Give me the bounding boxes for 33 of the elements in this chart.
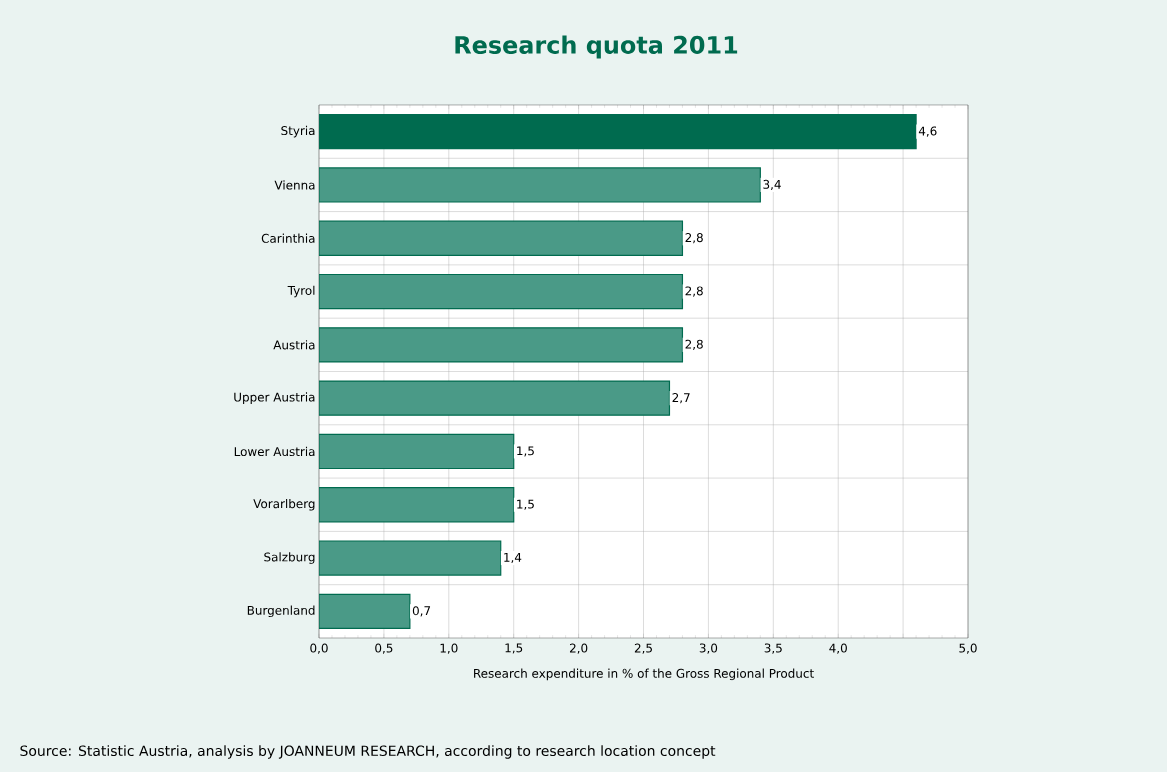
data-label: 0,7 (412, 606, 431, 617)
x-tick-label: 1,5 (505, 643, 523, 654)
x-tick-label: 1,0 (440, 643, 458, 654)
y-tick-label: Styria (281, 125, 315, 138)
x-tick-label: 4,0 (829, 643, 847, 654)
x-tick-label: 2,5 (634, 643, 652, 654)
y-tick-label: Vienna (274, 180, 315, 190)
data-label: 1,5 (517, 499, 534, 510)
x-tick-label: 2,0 (569, 643, 588, 654)
chart-title: Research quota 2011 (455, 35, 738, 59)
x-tick-label: 0,5 (375, 643, 393, 654)
x-axis-title: Research expenditure in % of the Gross Regional Product (474, 668, 814, 681)
data-label: 2,8 (685, 339, 703, 350)
data-label: 1,5 (517, 446, 534, 457)
data-label: 3,4 (763, 179, 781, 191)
y-tick-label: Carinthia (261, 233, 315, 243)
data-label: 2,8 (685, 286, 703, 297)
x-tick-label: 5,0 (959, 643, 977, 654)
x-tick-label: 3,5 (764, 643, 782, 654)
y-tick-label: Salzburg (264, 552, 315, 564)
y-tick-label: Burgenland (247, 605, 315, 618)
data-label: 1,4 (504, 552, 522, 564)
x-tick-label: 3,0 (699, 643, 718, 654)
y-tick-label: Vorarlberg (253, 498, 315, 511)
y-tick-label: Tyrol (287, 285, 315, 298)
y-tick-label: Lower Austria (234, 446, 315, 457)
data-label: 2,7 (672, 393, 690, 404)
data-label: 4,6 (918, 126, 937, 137)
source-note: Source: Statistic Austria, analysis by JOANNEUM RESEARCH, according to research location concept (20, 745, 716, 759)
data-label: 2,8 (685, 233, 703, 244)
y-tick-label: Upper Austria (234, 392, 315, 404)
y-tick-label: Austria (273, 340, 315, 350)
x-tick-label: 0,0 (310, 643, 328, 654)
